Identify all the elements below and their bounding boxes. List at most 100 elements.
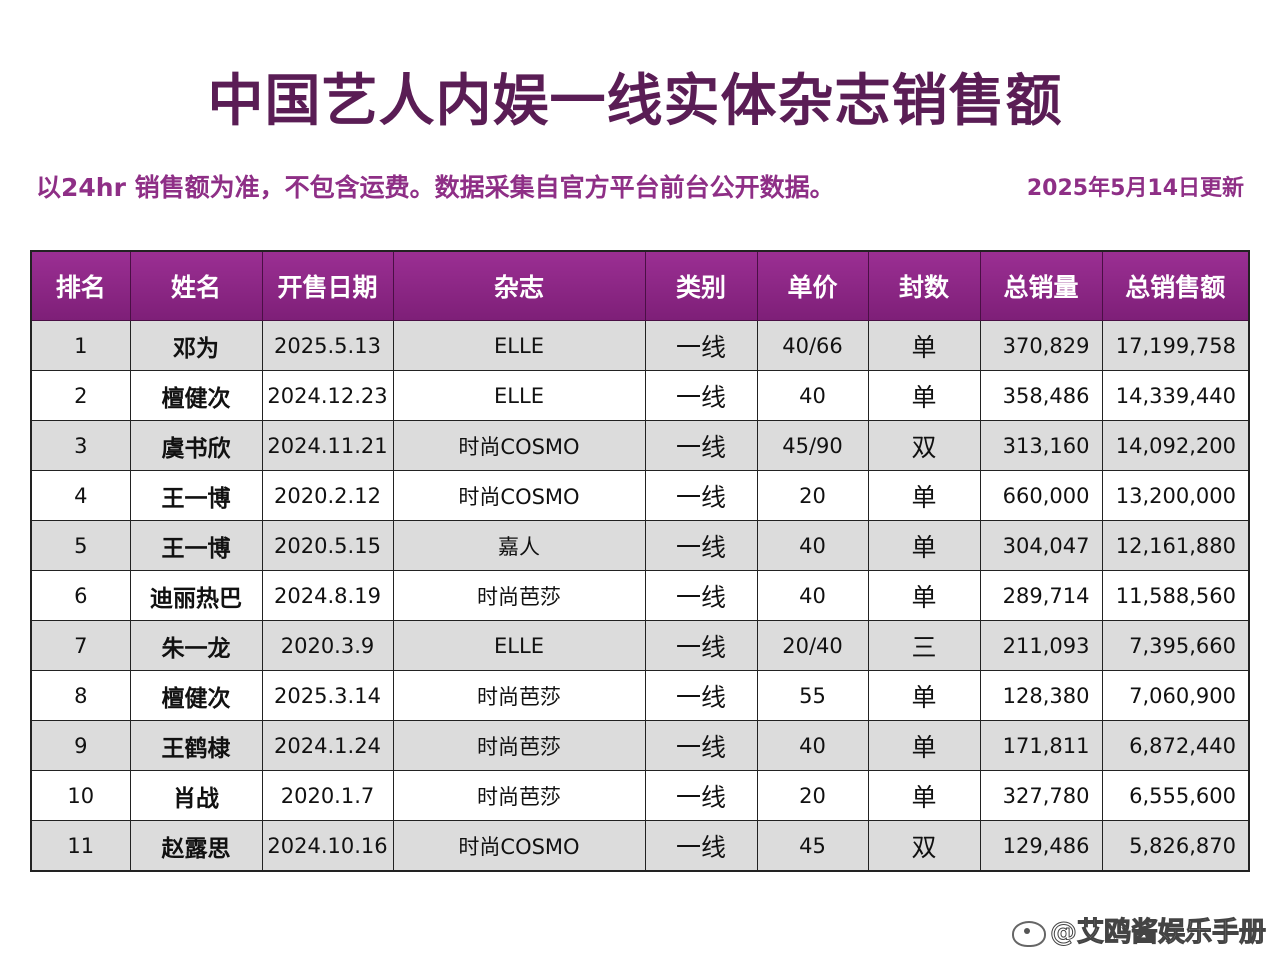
- cell-date: 2020.1.7: [261, 770, 394, 821]
- header-sales: 总销售额: [1101, 250, 1250, 321]
- cell-covers: 单: [867, 770, 981, 821]
- cell-sales: 14,092,200: [1101, 420, 1250, 471]
- cell-magazine: 时尚芭莎: [392, 770, 646, 821]
- cell-covers: 单: [867, 470, 981, 521]
- cell-type: 一线: [644, 470, 758, 521]
- cell-total: 327,780: [979, 770, 1103, 821]
- table-row: 11 赵露思 2024.10.16 时尚COSMO 一线 45 双 129,48…: [30, 820, 1250, 872]
- cell-name: 虞书欣: [129, 420, 263, 471]
- cell-price: 20: [756, 770, 869, 821]
- table-header-row: 排名 姓名 开售日期 杂志 类别 单价 封数 总销量 总销售额: [30, 250, 1250, 321]
- table-row: 5 王一博 2020.5.15 嘉人 一线 40 单 304,047 12,16…: [30, 520, 1250, 571]
- cell-sales: 17,199,758: [1101, 320, 1250, 371]
- subtitle-note: 以24hr 销售额为准，不包含运费。数据采集自官方平台前台公开数据。: [36, 173, 835, 202]
- cell-sales: 5,826,870: [1101, 820, 1250, 872]
- header-covers: 封数: [867, 250, 981, 321]
- cell-rank: 2: [30, 370, 131, 421]
- cell-date: 2025.5.13: [261, 320, 394, 371]
- magazine-sales-table: 排名 姓名 开售日期 杂志 类别 单价 封数 总销量 总销售额 1 邓为 202…: [30, 250, 1250, 872]
- cell-magazine: ELLE: [392, 320, 646, 371]
- cell-date: 2024.12.23: [261, 370, 394, 421]
- cell-name: 肖战: [129, 770, 263, 821]
- cell-name: 檀健次: [129, 370, 263, 421]
- table-row: 4 王一博 2020.2.12 时尚COSMO 一线 20 单 660,000 …: [30, 470, 1250, 521]
- cell-date: 2024.1.24: [261, 720, 394, 771]
- cell-rank: 3: [30, 420, 131, 471]
- sales-table-container: 排名 姓名 开售日期 杂志 类别 单价 封数 总销量 总销售额 1 邓为 202…: [30, 250, 1250, 872]
- cell-date: 2024.8.19: [261, 570, 394, 621]
- weibo-logo-icon: [1012, 920, 1046, 947]
- table-row: 3 虞书欣 2024.11.21 时尚COSMO 一线 45/90 双 313,…: [30, 420, 1250, 471]
- cell-price: 40/66: [756, 320, 869, 371]
- cell-price: 40: [756, 370, 869, 421]
- header-date: 开售日期: [261, 250, 394, 321]
- cell-total: 211,093: [979, 620, 1103, 671]
- cell-sales: 6,555,600: [1101, 770, 1250, 821]
- cell-price: 40: [756, 570, 869, 621]
- cell-sales: 13,200,000: [1101, 470, 1250, 521]
- cell-total: 358,486: [979, 370, 1103, 421]
- table-row: 6 迪丽热巴 2024.8.19 时尚芭莎 一线 40 单 289,714 11…: [30, 570, 1250, 621]
- table-row: 9 王鹤棣 2024.1.24 时尚芭莎 一线 40 单 171,811 6,8…: [30, 720, 1250, 771]
- header-magazine: 杂志: [392, 250, 646, 321]
- cell-name: 王一博: [129, 520, 263, 571]
- cell-price: 45: [756, 820, 869, 872]
- cell-covers: 单: [867, 320, 981, 371]
- cell-type: 一线: [644, 820, 758, 872]
- cell-rank: 1: [30, 320, 131, 371]
- update-date: 2025年5月14日更新: [1026, 176, 1244, 201]
- cell-type: 一线: [644, 670, 758, 721]
- header-type: 类别: [644, 250, 758, 321]
- table-row: 10 肖战 2020.1.7 时尚芭莎 一线 20 单 327,780 6,55…: [30, 770, 1250, 821]
- cell-price: 45/90: [756, 420, 869, 471]
- cell-type: 一线: [644, 570, 758, 621]
- cell-rank: 10: [30, 770, 131, 821]
- header-name: 姓名: [129, 250, 263, 321]
- table-row: 1 邓为 2025.5.13 ELLE 一线 40/66 单 370,829 1…: [30, 320, 1250, 371]
- cell-magazine: 时尚COSMO: [392, 820, 646, 872]
- cell-price: 20/40: [756, 620, 869, 671]
- cell-covers: 单: [867, 720, 981, 771]
- cell-total: 313,160: [979, 420, 1103, 471]
- watermark-text: @艾鸥酱娱乐手册: [1050, 917, 1267, 949]
- cell-total: 289,714: [979, 570, 1103, 621]
- cell-sales: 7,060,900: [1101, 670, 1250, 721]
- cell-price: 55: [756, 670, 869, 721]
- cell-date: 2020.2.12: [261, 470, 394, 521]
- cell-type: 一线: [644, 720, 758, 771]
- cell-magazine: 时尚芭莎: [392, 570, 646, 621]
- cell-type: 一线: [644, 420, 758, 471]
- table-body: 1 邓为 2025.5.13 ELLE 一线 40/66 单 370,829 1…: [30, 320, 1250, 872]
- cell-price: 40: [756, 520, 869, 571]
- cell-name: 王一博: [129, 470, 263, 521]
- cell-name: 朱一龙: [129, 620, 263, 671]
- cell-date: 2024.11.21: [261, 420, 394, 471]
- cell-name: 王鹤棣: [129, 720, 263, 771]
- cell-sales: 6,872,440: [1101, 720, 1250, 771]
- cell-covers: 单: [867, 670, 981, 721]
- cell-name: 迪丽热巴: [129, 570, 263, 621]
- cell-rank: 9: [30, 720, 131, 771]
- cell-name: 邓为: [129, 320, 263, 371]
- cell-magazine: 时尚芭莎: [392, 670, 646, 721]
- header-price: 单价: [756, 250, 869, 321]
- cell-covers: 单: [867, 370, 981, 421]
- table-row: 8 檀健次 2025.3.14 时尚芭莎 一线 55 单 128,380 7,0…: [30, 670, 1250, 721]
- cell-total: 128,380: [979, 670, 1103, 721]
- cell-date: 2024.10.16: [261, 820, 394, 872]
- cell-type: 一线: [644, 770, 758, 821]
- table-row: 2 檀健次 2024.12.23 ELLE 一线 40 单 358,486 14…: [30, 370, 1250, 421]
- cell-sales: 11,588,560: [1101, 570, 1250, 621]
- cell-magazine: ELLE: [392, 620, 646, 671]
- cell-total: 171,811: [979, 720, 1103, 771]
- cell-total: 129,486: [979, 820, 1103, 872]
- cell-rank: 7: [30, 620, 131, 671]
- header-rank: 排名: [30, 250, 131, 321]
- page-title: 中国艺人内娱一线实体杂志销售额: [207, 69, 1063, 134]
- cell-rank: 4: [30, 470, 131, 521]
- cell-sales: 14,339,440: [1101, 370, 1250, 421]
- cell-magazine: 时尚COSMO: [392, 420, 646, 471]
- cell-magazine: 时尚芭莎: [392, 720, 646, 771]
- cell-type: 一线: [644, 320, 758, 371]
- cell-magazine: 时尚COSMO: [392, 470, 646, 521]
